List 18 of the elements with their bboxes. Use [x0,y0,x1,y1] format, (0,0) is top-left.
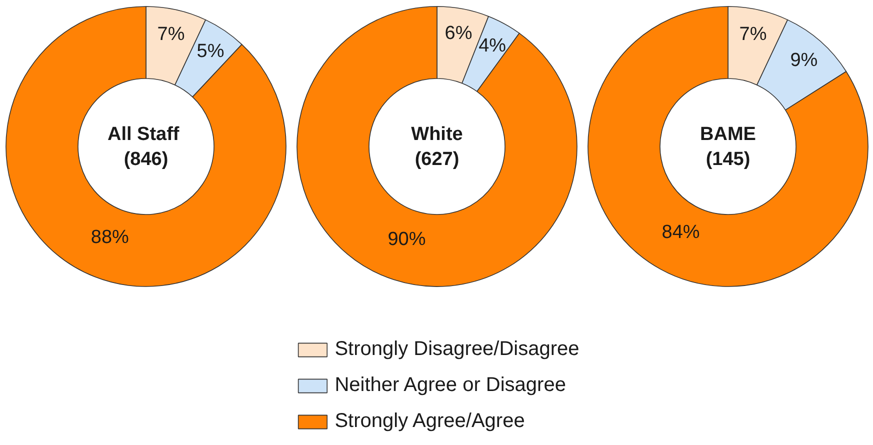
text: (846) [124,149,168,170]
data-label: 7% [157,24,185,45]
data-label: 84% [662,222,700,243]
text: (145) [706,149,750,170]
data-label: 6% [444,23,472,44]
data-label: 90% [388,229,426,250]
legend-label: Neither Agree or Disagree [334,374,566,397]
text: BAME [700,124,756,145]
text: (627) [414,149,460,170]
data-label: 9% [790,50,818,71]
legend-label: Strongly Agree/Agree [334,410,525,433]
data-label: 7% [739,24,767,45]
data-label: 88% [90,227,130,248]
data-label: 4% [478,35,506,56]
legend-label: Strongly Disagree/Disagree [334,338,580,361]
data-label: 5% [196,41,224,62]
text: White [411,124,463,145]
text: All Staff [107,124,180,145]
